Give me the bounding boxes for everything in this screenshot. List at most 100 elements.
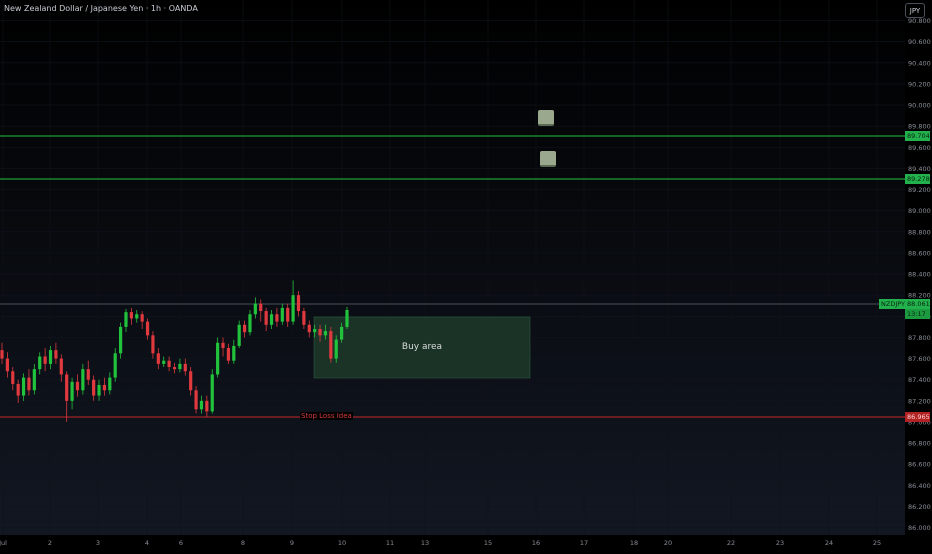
candle-body	[242, 324, 247, 333]
candle-body	[248, 314, 252, 333]
candle-body	[86, 369, 90, 380]
x-tick-label: 11	[386, 539, 394, 547]
candle-body	[329, 331, 333, 359]
candle-body	[167, 360, 171, 368]
y-tick-label: 90.400	[908, 59, 931, 67]
time-axis[interactable]: Jul 2 3 4 6 8 9 10 11 13 15 16 17 18 20 22 23 24 25	[0, 539, 881, 547]
candle-body	[129, 312, 133, 319]
x-tick-label: 10	[338, 539, 346, 547]
target-flag-icon[interactable]	[540, 151, 556, 167]
candle-body	[226, 348, 231, 361]
buy-area-label: Buy area	[401, 342, 443, 352]
take-profit-1-price-tag: 89.278	[905, 174, 930, 184]
candle-body	[70, 381, 74, 401]
y-tick-label: 86.600	[908, 461, 931, 469]
y-tick-label: 90.800	[908, 17, 931, 25]
candle-body	[291, 295, 295, 322]
candle-body	[275, 314, 279, 322]
candle-body	[16, 383, 20, 396]
candle-body	[135, 314, 139, 319]
candle-body	[65, 374, 69, 401]
y-tick-label: 90.200	[908, 80, 931, 88]
x-tick-label: 2	[48, 539, 52, 547]
x-tick-label: 13	[421, 539, 429, 547]
y-tick-label: 88.600	[908, 249, 931, 257]
x-tick-label: 16	[532, 539, 540, 547]
y-tick-label: 86.000	[908, 524, 931, 532]
candle-body	[340, 326, 344, 340]
x-tick-label: 3	[96, 539, 100, 547]
candle-body	[97, 385, 101, 396]
candle-body	[113, 353, 117, 378]
candle-body	[216, 342, 220, 375]
y-tick-label: 89.400	[908, 165, 931, 173]
candle-body	[81, 369, 85, 391]
candle-body	[345, 310, 349, 327]
candle-body	[92, 379, 96, 396]
target-flag-icon[interactable]	[538, 110, 554, 126]
y-tick-label: 87.600	[908, 355, 931, 363]
currency-button[interactable]: JPY	[905, 3, 925, 18]
candles	[0, 280, 349, 422]
x-tick-label: 20	[664, 539, 672, 547]
candle-body	[302, 311, 306, 325]
candle-body	[59, 358, 63, 375]
candle-body	[307, 324, 311, 333]
candle-body	[280, 307, 284, 322]
x-tick-label: 23	[776, 539, 784, 547]
stop-loss-label: Stop Loss Idea	[300, 412, 353, 420]
y-tick-label: 89.000	[908, 207, 931, 215]
x-tick-label: 24	[825, 539, 833, 547]
y-tick-label: 86.800	[908, 440, 931, 448]
y-tick-label: 87.800	[908, 334, 931, 342]
take-profit-2-price-tag: 89.704	[905, 131, 930, 141]
chart-background	[0, 0, 905, 535]
candle-body	[108, 377, 112, 391]
candle-body	[43, 356, 47, 364]
candle-body	[183, 363, 187, 372]
candle-body	[221, 342, 225, 349]
candle-body	[156, 353, 160, 364]
y-tick-label: 86.400	[908, 482, 931, 490]
candle-body	[102, 385, 107, 391]
candle-body	[162, 360, 166, 364]
y-tick-label: 86.200	[908, 503, 931, 511]
candle-body	[253, 303, 257, 315]
candle-body	[199, 400, 204, 410]
buy-area-box[interactable]	[313, 316, 531, 379]
candle-body	[313, 329, 317, 333]
x-tick-label: 6	[179, 539, 183, 547]
y-tick-label: 88.200	[908, 292, 931, 300]
candle-body	[194, 390, 198, 410]
x-tick-label: 15	[484, 539, 492, 547]
candle-body	[323, 331, 328, 336]
candle-body	[264, 311, 268, 325]
x-tick-label: 8	[241, 539, 245, 547]
stop-loss-price-tag: 86.965	[905, 412, 930, 422]
candle-body	[210, 374, 214, 412]
x-tick-label: 18	[630, 539, 638, 547]
candle-body	[269, 314, 274, 325]
candle-body	[11, 371, 15, 384]
time-axis-background	[0, 535, 932, 550]
candle-body	[172, 367, 177, 370]
candle-body	[296, 295, 301, 312]
x-tick-label: 17	[580, 539, 588, 547]
current-price-tag: 88.061	[905, 299, 930, 309]
candle-body	[237, 324, 241, 346]
candle-body	[178, 363, 182, 370]
candle-body	[21, 377, 26, 396]
y-tick-label: 88.800	[908, 228, 931, 236]
candle-body	[189, 371, 193, 391]
candle-body	[145, 321, 150, 336]
candle-body	[32, 369, 36, 391]
candle-body	[5, 358, 9, 372]
candle-body	[27, 377, 31, 391]
y-tick-label: 90.000	[908, 102, 931, 110]
candle-body	[259, 303, 263, 312]
candle-body	[205, 400, 209, 412]
candle-body	[232, 345, 236, 361]
y-tick-label: 88.400	[908, 271, 931, 279]
